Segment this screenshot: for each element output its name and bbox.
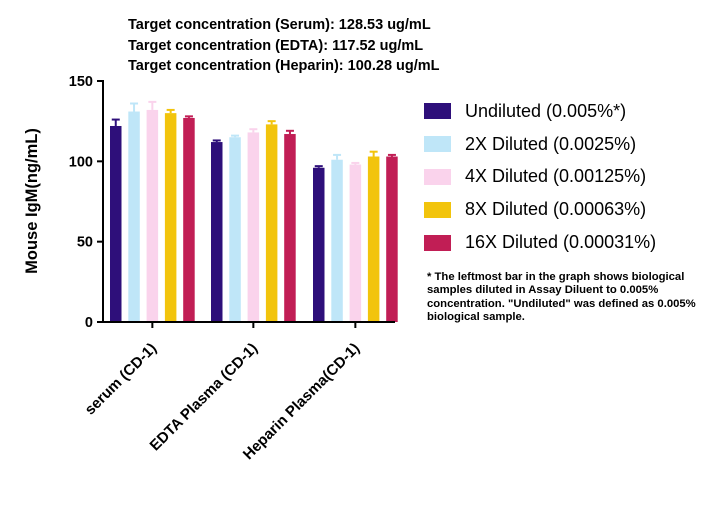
legend-swatch bbox=[424, 234, 451, 251]
legend-label: Undiluted (0.005%*) bbox=[465, 100, 627, 121]
legend-item-2x: 2X Diluted (0.0025%) bbox=[424, 128, 656, 161]
bar bbox=[284, 134, 296, 322]
legend-label: 16X Diluted (0.00031%) bbox=[465, 232, 657, 253]
legend-swatch bbox=[424, 103, 451, 120]
x-tick-label: serum (CD-1) bbox=[82, 340, 161, 419]
target-edta: Target concentration (EDTA): 117.52 ug/m… bbox=[128, 37, 424, 54]
bar bbox=[331, 159, 343, 322]
legend-label: 8X Diluted (0.00063%) bbox=[465, 199, 647, 220]
legend-item-undiluted: Undiluted (0.005%*) bbox=[424, 95, 656, 128]
footnote: * The leftmost bar in the graph shows bi… bbox=[427, 271, 696, 323]
legend-swatch bbox=[424, 201, 451, 218]
target-concentrations: Target concentration (Serum): 128.53 ug/… bbox=[128, 15, 440, 77]
bar bbox=[349, 164, 362, 322]
legend-item-16x: 16X Diluted (0.00031%) bbox=[424, 226, 656, 259]
bar bbox=[265, 124, 278, 322]
legend-swatch bbox=[424, 136, 451, 153]
bar bbox=[183, 117, 195, 322]
y-tick-label: 50 bbox=[77, 235, 93, 251]
bar bbox=[128, 111, 140, 322]
bar bbox=[211, 142, 223, 322]
bar bbox=[229, 137, 241, 322]
y-axis-title: Mouse IgM(ng/mL) bbox=[23, 128, 41, 274]
bar bbox=[164, 113, 177, 322]
legend-label: 4X Diluted (0.00125%) bbox=[465, 166, 647, 187]
bar bbox=[146, 109, 159, 322]
x-tick-label: Heparin Plasma(CD-1) bbox=[240, 340, 363, 463]
legend: Undiluted (0.005%*) 2X Diluted (0.0025%)… bbox=[424, 95, 656, 259]
legend-item-8x: 8X Diluted (0.00063%) bbox=[424, 193, 656, 226]
bar bbox=[386, 156, 398, 322]
bar bbox=[110, 125, 122, 322]
target-serum: Target concentration (Serum): 128.53 ug/… bbox=[128, 17, 431, 33]
bar bbox=[247, 132, 260, 322]
y-tick-label: 100 bbox=[69, 154, 93, 170]
bar bbox=[313, 167, 325, 322]
legend-item-4x: 4X Diluted (0.00125%) bbox=[424, 161, 656, 194]
y-tick-label: 0 bbox=[85, 315, 93, 331]
target-heparin: Target concentration (Heparin): 100.28 u… bbox=[128, 58, 440, 74]
legend-label: 2X Diluted (0.0025%) bbox=[465, 133, 637, 154]
x-tick-label: EDTA Plasma (CD-1) bbox=[147, 340, 262, 455]
legend-swatch bbox=[424, 168, 451, 185]
bar bbox=[367, 156, 380, 322]
y-tick-label: 150 bbox=[69, 74, 93, 90]
